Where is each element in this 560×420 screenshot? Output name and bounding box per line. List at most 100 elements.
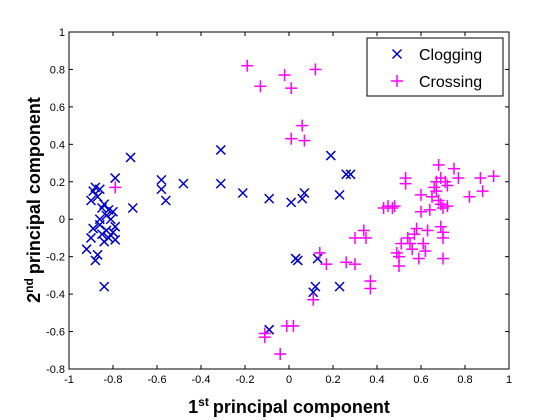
crossing-point — [109, 181, 122, 194]
crossing-point — [309, 63, 322, 76]
x-tick-label: 0.4 — [369, 374, 384, 386]
clogging-point — [237, 187, 248, 199]
clogging-point — [215, 178, 226, 189]
crossing-point — [415, 205, 427, 218]
clogging-point — [110, 173, 121, 184]
y-tick-label: 0.8 — [50, 64, 65, 76]
crossing-point — [463, 190, 476, 203]
x-tick-label: -0.4 — [192, 374, 211, 386]
legend-box — [366, 37, 504, 97]
x-axis-label-text: principal component — [213, 397, 390, 417]
x-axis-label: 1st principal component — [188, 395, 390, 417]
clogging-point — [292, 255, 303, 266]
y-axis-ticks: -0.8 -0.6 -0.4 -0.2 0 0.2 0.4 0.6 0.8 1 — [46, 27, 509, 376]
clogging-point — [286, 197, 297, 208]
crossing-point — [274, 348, 287, 361]
crossing-point — [254, 80, 267, 93]
crossing-point — [285, 132, 298, 145]
clogging-point — [341, 169, 352, 180]
x-axis-label-superscript: st — [198, 395, 209, 409]
y-tick-label: 1 — [59, 27, 65, 39]
crossing-point — [408, 228, 421, 241]
y-axis-label-superscript: nd — [22, 278, 36, 293]
crossing-point — [349, 258, 361, 271]
y-axis-label-prefix: 2 — [24, 293, 44, 303]
crossing-point — [241, 59, 254, 72]
legend: Clogging Crossing — [366, 37, 504, 97]
clogging-point — [345, 169, 356, 180]
legend-label-clogging: Clogging — [419, 47, 482, 64]
crossing-point — [421, 224, 434, 237]
clogging-point — [94, 214, 105, 225]
legend-label-crossing: Crossing — [419, 74, 482, 91]
clogging-point — [264, 193, 275, 204]
crossing-point — [258, 331, 271, 344]
clogging-point — [103, 232, 114, 243]
clogging-point — [160, 195, 171, 206]
crossing-point — [285, 82, 298, 95]
crossing-point — [404, 237, 416, 250]
crossing-point — [417, 237, 430, 250]
clogging-point — [297, 193, 308, 204]
x-tick-label: -0.2 — [236, 374, 255, 386]
legend-marker-crossing — [391, 75, 403, 87]
y-tick-label: -0.4 — [46, 289, 65, 301]
clogging-point — [110, 234, 121, 245]
crossing-point — [340, 256, 353, 269]
crossing-point — [410, 222, 423, 235]
clogging-point — [308, 287, 319, 298]
crossing-point — [415, 188, 427, 201]
clogging-point — [88, 223, 99, 234]
x-tick-label: -0.8 — [104, 374, 123, 386]
crossing-point — [437, 231, 449, 244]
legend-markers — [391, 48, 403, 87]
x-tick-label: 0.2 — [325, 374, 340, 386]
crossing-point — [419, 245, 432, 258]
clogging-point — [107, 206, 119, 217]
crossing-point — [296, 119, 309, 132]
crossing-point — [357, 224, 370, 237]
x-tick-label: 0.8 — [457, 374, 472, 386]
clogging-point — [310, 281, 321, 292]
x-axis-ticks: -1 -0.8 -0.6 -0.4 -0.2 0 0.2 0.4 0.6 0.8 1 — [64, 32, 512, 386]
clogging-point — [94, 184, 105, 195]
clogging-point — [90, 255, 101, 266]
crossing-point — [487, 170, 500, 183]
x-tick-label: 0 — [286, 374, 292, 386]
clogging-point — [178, 178, 189, 189]
y-tick-label: -0.2 — [46, 252, 65, 264]
crossing-point — [432, 158, 445, 171]
clogging-point — [99, 281, 110, 292]
x-tick-label: -1 — [64, 374, 74, 386]
crossing-point — [423, 203, 436, 216]
y-axis-label: 2nd principal component — [22, 97, 44, 303]
clogging-point — [325, 150, 336, 161]
crossing-point — [474, 172, 487, 185]
crossing-point — [320, 258, 333, 271]
clogging-point — [101, 225, 112, 236]
clogging-point — [85, 232, 97, 243]
crossing-point — [441, 200, 454, 213]
clogging-point — [334, 281, 345, 292]
crossing-point — [298, 134, 311, 147]
clogging-point — [334, 189, 345, 200]
crossing-point — [313, 246, 326, 259]
crossing-point — [393, 250, 405, 263]
crossing-point — [448, 162, 460, 175]
crossing-point — [406, 243, 419, 256]
clogging-point — [107, 227, 119, 238]
y-tick-label: 0 — [59, 214, 65, 226]
crossing-point — [434, 220, 447, 233]
clogging-point — [127, 202, 138, 214]
crossing-point — [278, 69, 291, 82]
crossing-point — [388, 200, 401, 213]
clogging-point — [312, 253, 323, 264]
crossing-point — [476, 185, 489, 198]
crossing-point — [441, 179, 454, 192]
clogging-point — [110, 221, 121, 232]
y-tick-label: 0.2 — [50, 177, 65, 189]
crossing-point — [452, 172, 465, 185]
y-axis-label-text: principal component — [24, 97, 44, 274]
crossing-point — [364, 282, 377, 295]
clogging-point — [215, 144, 226, 155]
